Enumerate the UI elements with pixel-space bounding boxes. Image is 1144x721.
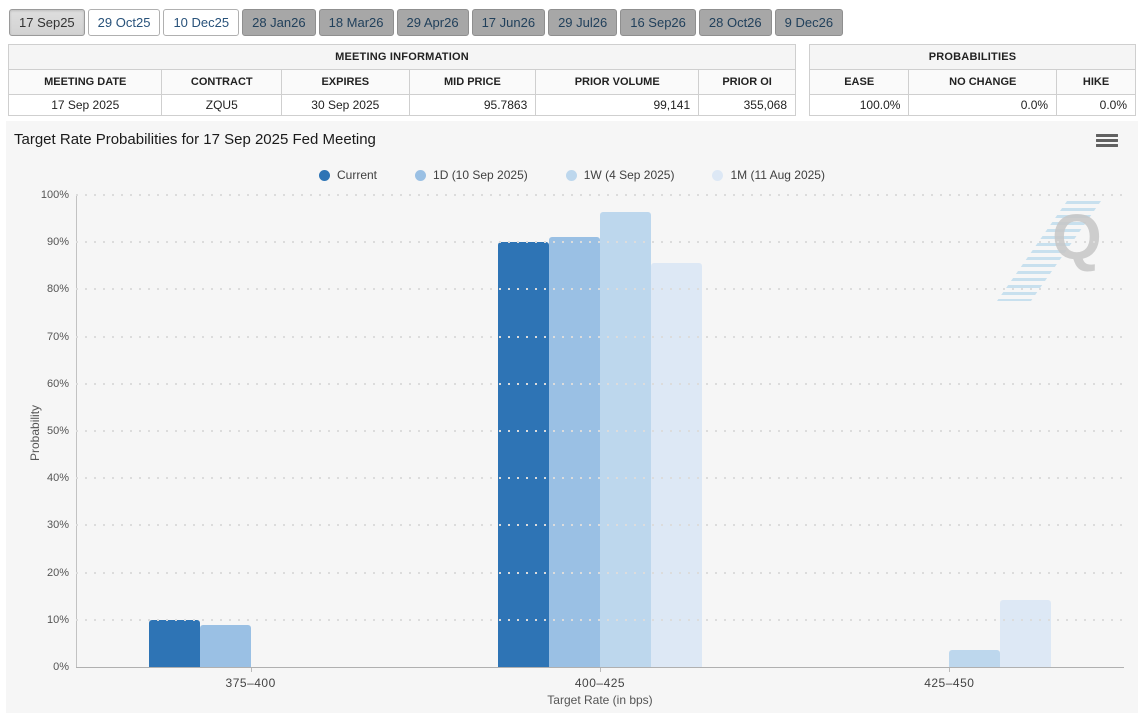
- date-tab-28-oct26[interactable]: 28 Oct26: [698, 9, 772, 36]
- menu-bar: [1096, 139, 1118, 142]
- gridline-60: [76, 382, 1124, 385]
- date-tab-29-oct25[interactable]: 29 Oct25: [87, 9, 161, 36]
- bar-current-400-425[interactable]: [497, 241, 549, 667]
- gridline-10: [76, 618, 1124, 621]
- x-tick: [250, 667, 252, 672]
- x-axis-baseline: [76, 667, 1124, 668]
- legend-dot-icon: [712, 169, 724, 181]
- y-tick-label-20: 20%: [46, 566, 69, 579]
- gridline-80: [76, 288, 1124, 291]
- date-tab-17-sep25[interactable]: 17 Sep25: [9, 9, 85, 36]
- meeting-info-value-prior-oi: 355,068: [698, 94, 796, 116]
- meeting-date-tab-bar: 17 Sep25 29 Oct25 10 Dec25 28 Jan26 18 Mar26…: [0, 0, 1144, 44]
- date-tab-28-jan26[interactable]: 28 Jan26: [242, 9, 316, 36]
- date-tab-9-dec26[interactable]: 9 Dec26: [774, 9, 844, 36]
- bar-slots: [497, 195, 702, 667]
- bar-1m-11-aug-2025-425-450[interactable]: [1000, 599, 1052, 667]
- legend-dot-icon: [415, 169, 427, 181]
- bar-1m-11-aug-2025-400-425[interactable]: [650, 262, 702, 667]
- meeting-info-header-prior-volume: PRIOR VOLUME: [535, 69, 700, 95]
- date-tab-17-jun26[interactable]: 17 Jun26: [471, 9, 546, 36]
- legend-label: 1W (4 Sep 2025): [583, 168, 675, 182]
- y-tick-label-40: 40%: [46, 472, 69, 485]
- probabilities-table: PROBABILITIES EASE NO CHANGE HIKE 100.0% 0.…: [808, 44, 1136, 116]
- y-tick-label-10: 10%: [46, 613, 69, 626]
- target-rate-probabilities-chart: Target Rate Probabilities for 17 Sep 202…: [6, 121, 1138, 713]
- legend-label: 1M (11 Aug 2025): [730, 168, 825, 182]
- bar-group-425-450: 425–450: [775, 195, 1124, 690]
- meeting-info-value-mid-price: 95.7863: [408, 94, 537, 116]
- chart-title: Target Rate Probabilities for 17 Sep 202…: [14, 131, 376, 148]
- probabilities-value-hike: 0.0%: [1056, 94, 1136, 116]
- meeting-info-value-meeting-date: 17 Sep 2025: [7, 94, 163, 116]
- bar-1w-4-sep-2025-425-450[interactable]: [949, 650, 1001, 667]
- meeting-info-header-prior-oi: PRIOR OI: [698, 69, 796, 95]
- plot-area: 375–400 400–425 425–450 0% 10% 20% 30% 40% 50% 6…: [41, 189, 1124, 690]
- legend-item-1w-4-sep-2025[interactable]: 1W (4 Sep 2025): [565, 168, 675, 182]
- meeting-info-value-contract: ZQU5: [161, 94, 283, 116]
- bar-group-375-400: 375–400: [76, 195, 425, 690]
- legend-label: 1D (10 Sep 2025): [433, 168, 528, 182]
- bar-slots: [847, 195, 1052, 667]
- chart-legend: Current 1D (10 Sep 2025) 1W (4 Sep 2025) 1M…: [6, 168, 1138, 182]
- date-tab-10-dec25[interactable]: 10 Dec25: [163, 9, 240, 36]
- gridline-70: [76, 335, 1124, 338]
- bar-1w-4-sep-2025-400-425[interactable]: [599, 212, 651, 667]
- meeting-info-header-mid-price: MID PRICE: [408, 69, 537, 95]
- bar-1d-10-sep-2025-375-400[interactable]: [199, 625, 251, 667]
- legend-item-1d-10-sep-2025[interactable]: 1D (10 Sep 2025): [415, 168, 528, 182]
- meeting-info-header-meeting-date: MEETING DATE: [7, 69, 163, 95]
- meeting-info-header-contract: CONTRACT: [161, 69, 283, 95]
- x-tick-label-400-425: 400–425: [574, 676, 626, 690]
- y-tick-label-50: 50%: [46, 425, 69, 437]
- legend-item-1m-11-aug-2025[interactable]: 1M (11 Aug 2025): [712, 168, 825, 182]
- y-tick-label-90: 90%: [46, 236, 69, 249]
- legend-dot-icon: [319, 169, 330, 181]
- x-tick-label-425-450: 425–450: [924, 676, 975, 690]
- bar-1d-10-sep-2025-400-425[interactable]: [548, 236, 600, 667]
- legend-item-current[interactable]: Current: [319, 168, 377, 182]
- date-tab-29-apr26[interactable]: 29 Apr26: [396, 9, 469, 36]
- meeting-info-header-expires: EXPIRES: [281, 69, 410, 95]
- probabilities-header-ease: EASE: [808, 69, 910, 95]
- y-tick-label-70: 70%: [46, 330, 69, 343]
- bar-group-400-425: 400–425: [425, 195, 774, 690]
- date-tab-16-sep26[interactable]: 16 Sep26: [620, 9, 696, 36]
- hamburger-menu-icon[interactable]: [1096, 134, 1118, 150]
- x-tick-label-375-400: 375–400: [225, 676, 276, 690]
- probabilities-title: PROBABILITIES: [809, 44, 1136, 70]
- bar-slots: [148, 195, 353, 667]
- probabilities-value-no-change: 0.0%: [908, 94, 1058, 116]
- y-tick-label-100: 100%: [40, 189, 69, 201]
- probabilities-header-no-change: NO CHANGE: [908, 69, 1058, 95]
- y-tick-label-80: 80%: [46, 283, 69, 296]
- date-tab-18-mar26[interactable]: 18 Mar26: [318, 9, 394, 36]
- gridline-50: [76, 430, 1124, 432]
- gridline-20: [76, 571, 1124, 574]
- x-tick: [599, 667, 601, 672]
- menu-bar: [1096, 134, 1118, 137]
- x-axis-title: Target Rate (in bps): [547, 693, 653, 707]
- y-tick-label-30: 30%: [46, 519, 69, 532]
- gridline-100: [76, 194, 1124, 196]
- probabilities-header-hike: HIKE: [1056, 69, 1136, 95]
- y-axis-title: Probability: [28, 404, 42, 461]
- probabilities-value-ease: 100.0%: [808, 94, 910, 116]
- gridline-30: [76, 524, 1124, 527]
- meeting-info-value-prior-volume: 99,141: [535, 94, 700, 116]
- date-tab-29-jul26[interactable]: 29 Jul26: [548, 9, 618, 36]
- bar-current-375-400[interactable]: [148, 620, 200, 667]
- gridline-40: [76, 477, 1124, 480]
- y-tick-label-0: 0%: [53, 661, 69, 673]
- meeting-information-title: MEETING INFORMATION: [8, 44, 796, 70]
- y-tick-label-60: 60%: [46, 377, 69, 390]
- menu-bar: [1096, 144, 1118, 147]
- meeting-info-value-expires: 30 Sep 2025: [281, 94, 410, 116]
- legend-dot-icon: [565, 169, 577, 181]
- gridline-90: [76, 241, 1124, 244]
- info-tables-row: MEETING INFORMATION MEETING DATE CONTRACT…: [0, 44, 1144, 116]
- x-tick: [949, 667, 951, 672]
- meeting-information-table: MEETING INFORMATION MEETING DATE CONTRACT…: [7, 44, 796, 116]
- legend-label: Current: [337, 168, 378, 182]
